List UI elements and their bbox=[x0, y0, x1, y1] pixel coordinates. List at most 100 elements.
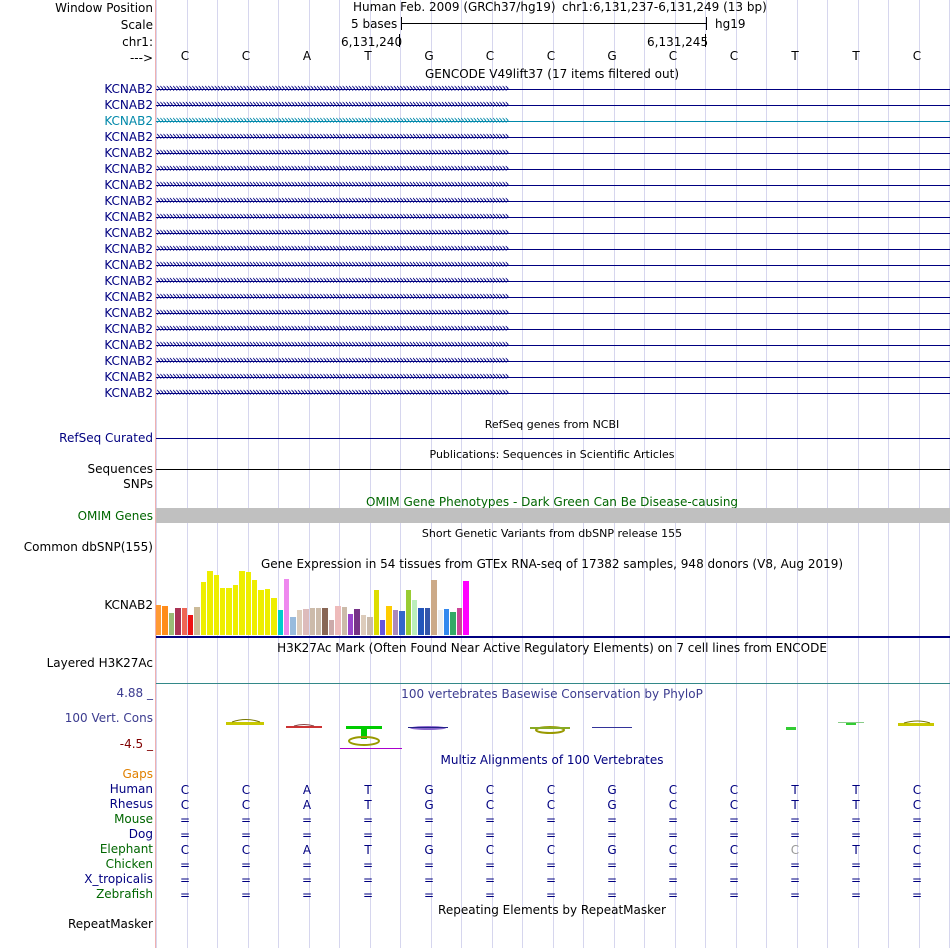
gencode-item-label[interactable]: KCNAB2 bbox=[104, 338, 153, 352]
gencode-item-label[interactable]: KCNAB2 bbox=[104, 178, 153, 192]
h3k27ac-track-label[interactable]: Layered H3K27Ac bbox=[46, 656, 153, 670]
gencode-transcript-line[interactable] bbox=[156, 105, 950, 106]
gencode-item-label[interactable]: KCNAB2 bbox=[104, 290, 153, 304]
gtex-bar[interactable] bbox=[239, 571, 245, 635]
gtex-bar[interactable] bbox=[456, 608, 463, 635]
gencode-transcript-line[interactable] bbox=[156, 393, 950, 394]
gtex-track-title[interactable]: Gene Expression in 54 tissues from GTEx … bbox=[260, 557, 844, 571]
h3k27ac-baseline[interactable] bbox=[156, 683, 950, 684]
gtex-bar[interactable] bbox=[405, 590, 411, 635]
gencode-transcript-line[interactable] bbox=[156, 217, 950, 218]
gencode-transcript-line[interactable] bbox=[156, 153, 950, 154]
gtex-bar[interactable] bbox=[412, 600, 418, 635]
gencode-item-label[interactable]: KCNAB2 bbox=[104, 274, 153, 288]
gencode-transcript-line[interactable] bbox=[156, 265, 950, 266]
gencode-transcript-line[interactable] bbox=[156, 201, 950, 202]
gtex-bar[interactable] bbox=[226, 588, 232, 635]
gtex-bar[interactable] bbox=[200, 582, 207, 635]
h3k27ac-track-title[interactable]: H3K27Ac Mark (Often Found Near Active Re… bbox=[277, 641, 827, 655]
gtex-bar[interactable] bbox=[463, 581, 469, 635]
species-label[interactable]: Chicken bbox=[105, 857, 153, 871]
gencode-transcript-line[interactable] bbox=[156, 169, 950, 170]
gencode-item-label[interactable]: KCNAB2 bbox=[104, 194, 153, 208]
phylop-track-title[interactable]: 100 vertebrates Basewise Conservation by… bbox=[401, 687, 703, 701]
dbsnp-track-label[interactable]: Common dbSNP(155) bbox=[23, 540, 153, 554]
omim-track-title[interactable]: OMIM Gene Phenotypes - Dark Green Can Be… bbox=[365, 495, 739, 509]
gtex-bar[interactable] bbox=[188, 615, 194, 635]
gtex-bar[interactable] bbox=[444, 609, 450, 635]
gtex-bar[interactable] bbox=[156, 605, 162, 635]
gencode-transcript-line[interactable] bbox=[156, 137, 950, 138]
gtex-bar[interactable] bbox=[424, 608, 431, 635]
gencode-item-label[interactable]: KCNAB2 bbox=[104, 114, 153, 128]
gtex-bar[interactable] bbox=[162, 606, 168, 635]
gencode-item-label[interactable]: KCNAB2 bbox=[104, 386, 153, 400]
gencode-item-label[interactable]: KCNAB2 bbox=[104, 322, 153, 336]
species-label[interactable]: Zebrafish bbox=[96, 887, 153, 901]
gtex-bar[interactable] bbox=[392, 610, 399, 635]
gtex-bar[interactable] bbox=[360, 615, 367, 635]
gencode-transcript-line[interactable] bbox=[156, 233, 950, 234]
gencode-transcript-line[interactable] bbox=[156, 249, 950, 250]
refseq-track-label[interactable]: RefSeq Curated bbox=[59, 431, 153, 445]
gencode-transcript-line[interactable] bbox=[156, 377, 950, 378]
gencode-item-label[interactable]: KCNAB2 bbox=[104, 210, 153, 224]
gencode-transcript-line[interactable] bbox=[156, 329, 950, 330]
gtex-bar[interactable] bbox=[373, 590, 379, 635]
gencode-transcript-line[interactable] bbox=[156, 313, 950, 314]
gtex-bar[interactable] bbox=[232, 585, 239, 635]
gencode-transcript-line[interactable] bbox=[156, 121, 950, 122]
gtex-bar[interactable] bbox=[284, 579, 290, 635]
gencode-item-label[interactable]: KCNAB2 bbox=[104, 130, 153, 144]
gtex-bar[interactable] bbox=[290, 617, 296, 635]
gencode-transcript-line[interactable] bbox=[156, 89, 950, 90]
species-label[interactable]: Human bbox=[109, 782, 153, 796]
gtex-bar[interactable] bbox=[348, 614, 354, 635]
repeatmasker-track-title[interactable]: Repeating Elements by RepeatMasker bbox=[438, 903, 666, 917]
gtex-bar[interactable] bbox=[418, 608, 424, 635]
species-label[interactable]: Mouse bbox=[114, 812, 153, 826]
omim-track-label[interactable]: OMIM Genes bbox=[77, 509, 153, 523]
gencode-transcript-line[interactable] bbox=[156, 297, 950, 298]
gtex-bar[interactable] bbox=[181, 608, 187, 635]
gtex-bar[interactable] bbox=[264, 589, 271, 635]
gtex-bar[interactable] bbox=[309, 608, 315, 635]
refseq-track-title[interactable]: RefSeq genes from NCBI bbox=[484, 418, 620, 431]
gtex-bar[interactable] bbox=[296, 610, 303, 635]
species-label[interactable]: X_tropicalis bbox=[84, 872, 153, 886]
gtex-bar[interactable] bbox=[277, 610, 283, 635]
gencode-item-label[interactable]: KCNAB2 bbox=[104, 98, 153, 112]
gtex-bar[interactable] bbox=[354, 609, 360, 635]
gtex-bar[interactable] bbox=[220, 588, 226, 635]
repeatmasker-track-label[interactable]: RepeatMasker bbox=[67, 917, 153, 931]
gtex-track-label[interactable]: KCNAB2 bbox=[104, 598, 153, 612]
gencode-item-label[interactable]: KCNAB2 bbox=[104, 82, 153, 96]
gtex-bar[interactable] bbox=[252, 580, 258, 635]
refseq-track-line[interactable] bbox=[156, 438, 950, 439]
gtex-bar[interactable] bbox=[386, 606, 392, 635]
gtex-bar[interactable] bbox=[367, 617, 373, 635]
multiz-track-title[interactable]: Multiz Alignments of 100 Vertebrates bbox=[440, 753, 664, 767]
gtex-bar[interactable] bbox=[341, 607, 347, 635]
gtex-bar[interactable] bbox=[335, 606, 341, 635]
gencode-item-label[interactable]: KCNAB2 bbox=[104, 354, 153, 368]
gtex-bar[interactable] bbox=[168, 613, 175, 635]
gencode-item-label[interactable]: KCNAB2 bbox=[104, 242, 153, 256]
phylop-track-label[interactable]: 100 Vert. Cons bbox=[64, 711, 153, 725]
omim-track-bar[interactable] bbox=[156, 508, 950, 523]
gencode-item-label[interactable]: KCNAB2 bbox=[104, 146, 153, 160]
gencode-transcript-line[interactable] bbox=[156, 361, 950, 362]
gtex-bar[interactable] bbox=[245, 572, 251, 635]
species-label[interactable]: Dog bbox=[128, 827, 153, 841]
gencode-track-title[interactable]: GENCODE V49lift37 (17 items filtered out… bbox=[424, 67, 680, 81]
gtex-bar[interactable] bbox=[258, 590, 264, 635]
snps-track-label[interactable]: SNPs bbox=[123, 477, 153, 491]
gencode-item-label[interactable]: KCNAB2 bbox=[104, 258, 153, 272]
gtex-bar[interactable] bbox=[431, 580, 437, 635]
gtex-bar[interactable] bbox=[328, 620, 335, 635]
gtex-bar[interactable] bbox=[194, 607, 200, 635]
species-label[interactable]: Elephant bbox=[99, 842, 153, 856]
gencode-transcript-line[interactable] bbox=[156, 185, 950, 186]
gencode-item-label[interactable]: KCNAB2 bbox=[104, 370, 153, 384]
